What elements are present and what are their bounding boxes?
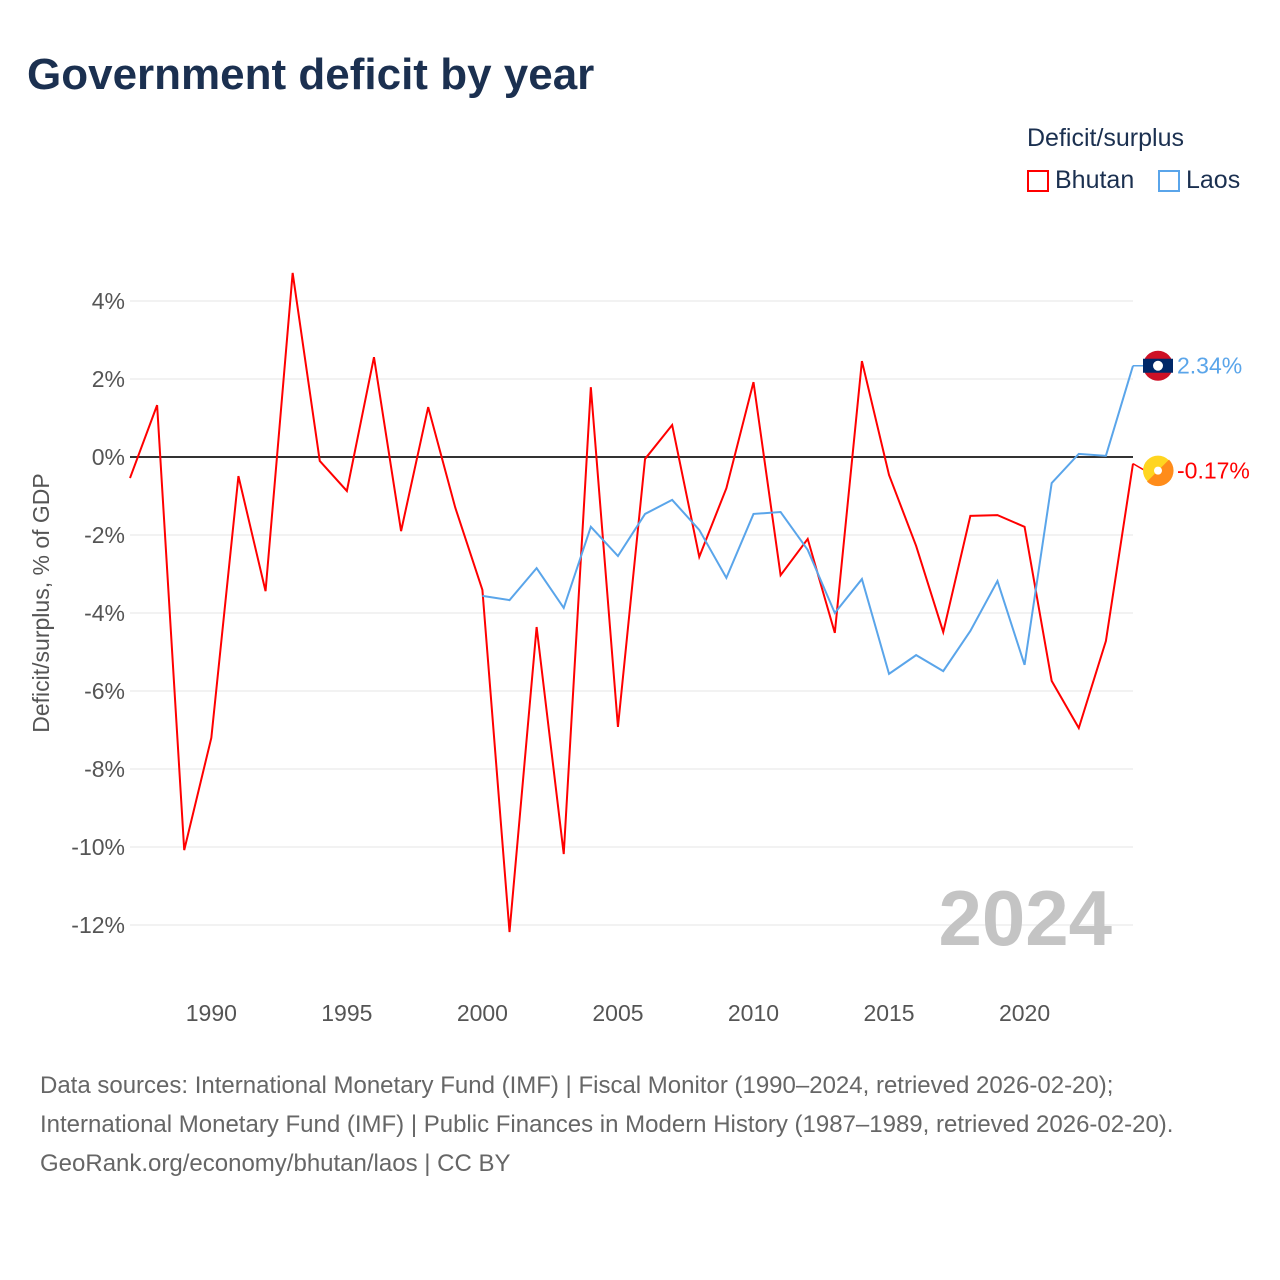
y-tick-label: -6% — [84, 678, 125, 704]
y-tick-label: 2% — [92, 366, 125, 392]
y-tick-label: -8% — [84, 756, 125, 782]
legend-swatch-laos — [1158, 169, 1180, 192]
bhutan-flag-dragon — [1154, 466, 1162, 475]
x-tick-label: 1990 — [186, 1000, 237, 1026]
y-tick-label: -2% — [84, 522, 125, 548]
attribution-link[interactable]: GeoRank.org/economy/bhutan/laos | CC BY — [40, 1150, 511, 1177]
end-label-bhutan: -0.17% — [1177, 458, 1250, 484]
x-tick-label: 2010 — [728, 1000, 779, 1026]
legend-item-bhutan[interactable]: Bhutan — [1027, 166, 1134, 195]
series-line-bhutan — [129, 272, 1134, 933]
end-connector — [1132, 462, 1146, 472]
end-label-laos: 2.34% — [1177, 353, 1242, 379]
data-sources: Data sources: International Monetary Fun… — [40, 1066, 1240, 1183]
y-tick-label: -10% — [71, 834, 125, 860]
x-tick-label: 2015 — [863, 1000, 914, 1026]
y-tick-label: -4% — [84, 600, 125, 626]
y-tick-label: 0% — [92, 444, 125, 470]
legend-title: Deficit/surplus — [1027, 124, 1184, 152]
y-tick-label: 4% — [92, 288, 125, 314]
x-tick-label: 2000 — [457, 1000, 508, 1026]
legend-label-laos: Laos — [1186, 166, 1241, 194]
legend-item-laos[interactable]: Laos — [1158, 166, 1240, 195]
sources-text: Data sources: International Monetary Fun… — [40, 1072, 1174, 1138]
x-tick-label: 2020 — [999, 1000, 1050, 1026]
x-tick-label: 2005 — [592, 1000, 643, 1026]
series-line-laos — [482, 365, 1134, 676]
page-title: Government deficit by year — [27, 50, 595, 99]
legend-label-bhutan: Bhutan — [1055, 166, 1135, 194]
laos-flag-disc — [1153, 360, 1163, 371]
y-tick-label: -12% — [71, 912, 125, 938]
legend-swatch-bhutan — [1027, 169, 1049, 192]
y-axis-label: Deficit/surplus, % of GDP — [28, 473, 54, 732]
year-watermark: 2024 — [938, 874, 1112, 962]
x-tick-label: 1995 — [321, 1000, 372, 1026]
line-chart: 4% 2% 0% -2% -4% -6% -8% -10% -12% 1990 1995 2000 20… — [28, 272, 1250, 1026]
